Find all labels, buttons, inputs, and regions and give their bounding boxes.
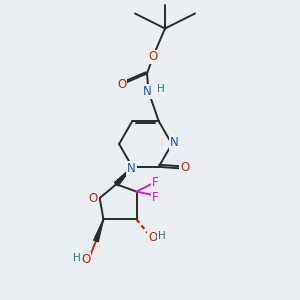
Text: N: N: [170, 136, 179, 149]
Text: O: O: [117, 78, 126, 91]
Text: O: O: [148, 50, 158, 64]
Text: F: F: [152, 190, 158, 203]
Text: F: F: [152, 176, 158, 188]
Text: O: O: [180, 161, 189, 174]
Text: N: N: [127, 162, 136, 175]
Text: H: H: [157, 84, 165, 94]
Polygon shape: [115, 167, 132, 186]
Text: O: O: [81, 254, 90, 266]
Polygon shape: [94, 219, 103, 242]
Text: O: O: [148, 231, 158, 244]
Text: H: H: [158, 231, 166, 241]
Text: N: N: [142, 85, 152, 98]
Text: O: O: [88, 192, 98, 205]
Text: H: H: [73, 253, 81, 263]
